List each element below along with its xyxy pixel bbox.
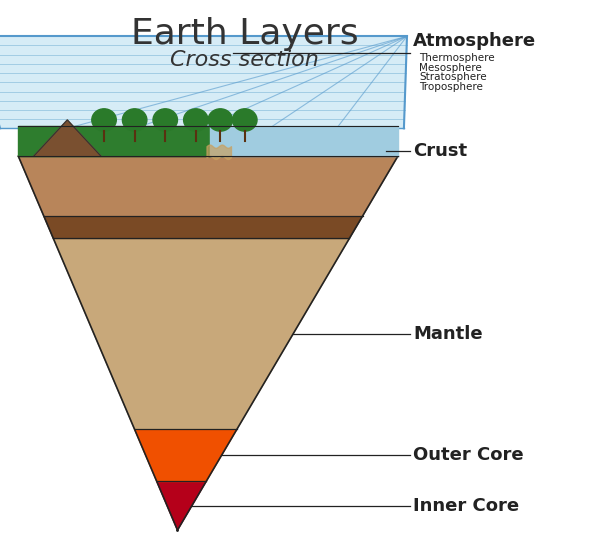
Text: Cross section: Cross section [170, 50, 319, 70]
Polygon shape [53, 238, 349, 429]
Text: Atmosphere: Atmosphere [413, 32, 536, 50]
Circle shape [208, 109, 233, 131]
Circle shape [122, 109, 147, 131]
Polygon shape [0, 36, 407, 128]
Circle shape [233, 109, 257, 131]
Text: Troposphere: Troposphere [419, 82, 483, 92]
Polygon shape [157, 482, 206, 530]
Circle shape [153, 109, 177, 131]
Circle shape [92, 109, 116, 131]
Polygon shape [209, 126, 398, 156]
Text: Thermosphere: Thermosphere [419, 54, 495, 64]
Polygon shape [135, 429, 237, 482]
Polygon shape [18, 126, 228, 156]
Polygon shape [44, 216, 362, 238]
Polygon shape [18, 156, 398, 216]
Circle shape [184, 109, 208, 131]
Text: Stratosphere: Stratosphere [419, 73, 487, 83]
Text: Crust: Crust [413, 142, 467, 160]
Polygon shape [34, 120, 101, 156]
Text: Inner Core: Inner Core [413, 497, 519, 515]
Text: Mesosphere: Mesosphere [419, 63, 482, 73]
Text: Mantle: Mantle [413, 325, 483, 343]
Text: Outer Core: Outer Core [413, 446, 524, 464]
Text: Earth Layers: Earth Layers [131, 17, 359, 51]
